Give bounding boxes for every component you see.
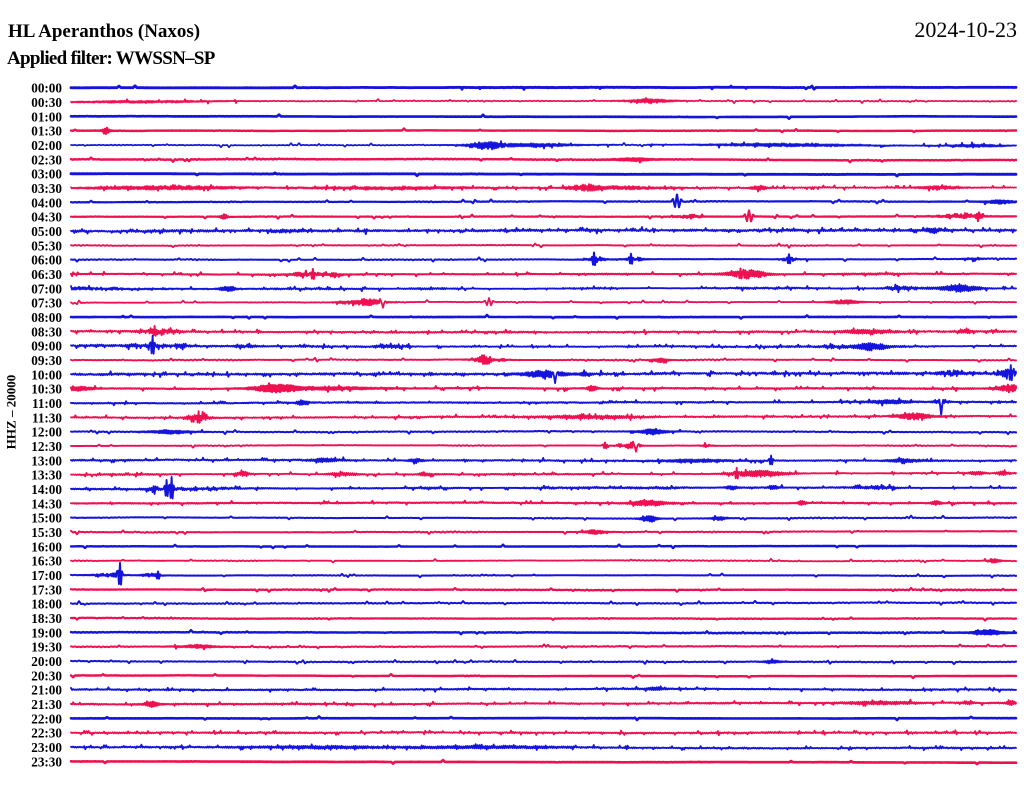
svg-text:04:30: 04:30 (31, 210, 62, 225)
svg-text:06:00: 06:00 (31, 253, 62, 268)
svg-text:07:30: 07:30 (31, 296, 62, 311)
svg-text:19:00: 19:00 (31, 625, 62, 640)
svg-text:21:30: 21:30 (31, 697, 62, 712)
svg-text:13:00: 13:00 (31, 453, 62, 468)
svg-text:01:30: 01:30 (31, 124, 62, 139)
svg-text:14:30: 14:30 (31, 496, 62, 511)
svg-text:11:30: 11:30 (32, 410, 62, 425)
svg-text:11:00: 11:00 (32, 396, 62, 411)
svg-text:16:30: 16:30 (31, 554, 62, 569)
svg-text:08:00: 08:00 (31, 310, 62, 325)
svg-text:21:00: 21:00 (31, 683, 62, 698)
svg-text:22:30: 22:30 (31, 726, 62, 741)
svg-text:09:30: 09:30 (31, 353, 62, 368)
svg-text:HHZ – 20000: HHZ – 20000 (4, 375, 19, 449)
svg-text:12:00: 12:00 (31, 425, 62, 440)
svg-text:15:00: 15:00 (31, 511, 62, 526)
svg-text:17:30: 17:30 (31, 582, 62, 597)
svg-text:10:30: 10:30 (31, 382, 62, 397)
svg-text:20:00: 20:00 (31, 654, 62, 669)
svg-text:03:30: 03:30 (31, 181, 62, 196)
svg-text:23:30: 23:30 (31, 754, 62, 769)
svg-text:16:00: 16:00 (31, 539, 62, 554)
svg-text:19:30: 19:30 (31, 640, 62, 655)
svg-text:00:30: 00:30 (31, 95, 62, 110)
svg-text:05:30: 05:30 (31, 238, 62, 253)
svg-text:HL Aperanthos (Naxos): HL Aperanthos (Naxos) (8, 21, 200, 42)
svg-text:02:30: 02:30 (31, 152, 62, 167)
svg-text:14:00: 14:00 (31, 482, 62, 497)
svg-text:08:30: 08:30 (31, 324, 62, 339)
svg-text:09:00: 09:00 (31, 339, 62, 354)
svg-text:02:00: 02:00 (31, 138, 62, 153)
svg-text:Applied filter: WWSSN–SP: Applied filter: WWSSN–SP (7, 48, 216, 69)
svg-text:20:30: 20:30 (31, 668, 62, 683)
svg-text:00:00: 00:00 (31, 81, 62, 96)
svg-text:22:00: 22:00 (31, 711, 62, 726)
svg-text:04:00: 04:00 (31, 195, 62, 210)
svg-text:17:00: 17:00 (31, 568, 62, 583)
svg-text:10:00: 10:00 (31, 367, 62, 382)
svg-text:03:00: 03:00 (31, 167, 62, 182)
svg-text:18:00: 18:00 (31, 597, 62, 612)
svg-text:06:30: 06:30 (31, 267, 62, 282)
svg-text:13:30: 13:30 (31, 468, 62, 483)
svg-text:05:00: 05:00 (31, 224, 62, 239)
svg-text:07:00: 07:00 (31, 281, 62, 296)
svg-text:18:30: 18:30 (31, 611, 62, 626)
svg-text:23:00: 23:00 (31, 740, 62, 755)
svg-text:12:30: 12:30 (31, 439, 62, 454)
svg-text:01:00: 01:00 (31, 109, 62, 124)
svg-text:2024-10-23: 2024-10-23 (914, 17, 1017, 42)
svg-text:15:30: 15:30 (31, 525, 62, 540)
